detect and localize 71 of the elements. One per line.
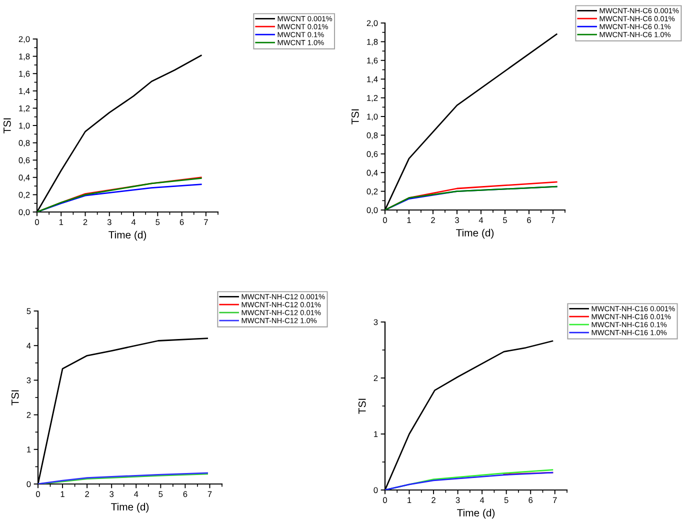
x-tick-label: 2 xyxy=(432,497,436,503)
y-tick-label: 0,8 xyxy=(366,132,378,140)
x-tick-label: 3 xyxy=(107,219,112,226)
y-tick-label: 2 xyxy=(26,412,31,418)
y-tick-label: 1,4 xyxy=(19,88,30,95)
x-tick-label: 2 xyxy=(431,217,435,223)
x-tick-label: 0 xyxy=(383,497,387,504)
y-axis-title: TSI xyxy=(11,390,19,406)
y-tick-label: 0,6 xyxy=(18,157,30,164)
y-tick-label: 0,2 xyxy=(18,192,30,199)
y-tick-label: 1,2 xyxy=(19,105,30,112)
y-tick-label: 3 xyxy=(26,377,31,384)
y-tick-label: 1,0 xyxy=(367,114,378,121)
x-tick-label: 2 xyxy=(83,219,88,225)
y-tick-label: 0,6 xyxy=(366,151,378,158)
x-axis-title: Time (d) xyxy=(457,508,495,519)
x-tick-label: 1 xyxy=(407,217,411,223)
y-axis-title: TSI xyxy=(351,109,359,124)
x-tick-label: 7 xyxy=(208,491,212,497)
x-tick-label: 0 xyxy=(383,217,387,224)
y-tick-label: 1,4 xyxy=(367,76,378,84)
y-tick-label: 1 xyxy=(374,431,378,438)
x-tick-label: 5 xyxy=(503,217,507,224)
y-tick-label: 0,0 xyxy=(18,209,30,216)
x-tick-label: 4 xyxy=(478,217,484,223)
y-tick-label: 0 xyxy=(26,481,31,488)
x-tick-label: 0 xyxy=(36,491,40,498)
x-tick-label: 3 xyxy=(110,491,114,498)
x-tick-label: 7 xyxy=(551,217,555,223)
y-tick-label: 5 xyxy=(26,308,31,314)
y-tick-label: 1,8 xyxy=(19,54,30,60)
y-tick-label: 0,0 xyxy=(366,207,378,214)
x-tick-label: 4 xyxy=(134,491,138,497)
x-tick-label: 3 xyxy=(455,217,459,224)
y-axis-title: TSI xyxy=(358,398,366,414)
x-tick-label: 0 xyxy=(35,219,39,226)
x-tick-label: 5 xyxy=(158,491,163,498)
y-tick-label: 1,6 xyxy=(19,70,30,78)
x-axis-title: Time (d) xyxy=(108,230,146,241)
x-tick-label: 2 xyxy=(85,491,89,497)
x-tick-label: 6 xyxy=(527,217,531,224)
y-tick-label: 2,0 xyxy=(18,36,30,44)
y-tick-label: 0,8 xyxy=(18,140,30,147)
x-tick-label: 1 xyxy=(60,491,64,497)
x-tick-label: 4 xyxy=(480,497,484,503)
y-tick-label: 0,2 xyxy=(366,188,378,196)
y-tick-label: 2,0 xyxy=(366,20,378,28)
x-tick-label: 6 xyxy=(180,219,184,226)
y-tick-label: 1,8 xyxy=(367,38,378,46)
x-tick-label: 3 xyxy=(456,497,460,504)
x-tick-label: 5 xyxy=(504,497,508,504)
x-tick-label: 1 xyxy=(408,497,412,503)
y-tick-label: 1,6 xyxy=(367,58,378,64)
y-tick-label: 1 xyxy=(27,446,31,452)
x-tick-label: 1 xyxy=(59,219,64,225)
x-tick-label: 6 xyxy=(183,491,188,498)
x-tick-label: 7 xyxy=(552,497,557,503)
y-tick-label: 3 xyxy=(374,319,378,326)
x-tick-label: 4 xyxy=(131,219,136,225)
x-axis-title: Time (d) xyxy=(456,228,494,239)
y-tick-label: 1,2 xyxy=(367,95,378,102)
y-tick-label: 1,0 xyxy=(19,122,30,130)
y-axis-title: TSI xyxy=(3,118,11,134)
x-tick-label: 7 xyxy=(204,219,208,225)
x-axis-title: Time (d) xyxy=(111,502,149,513)
y-tick-label: 0,4 xyxy=(18,174,30,182)
x-tick-label: 5 xyxy=(156,219,160,226)
y-tick-label: 2 xyxy=(374,375,378,382)
y-tick-label: 0,4 xyxy=(366,170,378,177)
x-tick-label: 6 xyxy=(528,497,533,504)
y-tick-label: 4 xyxy=(26,342,31,349)
